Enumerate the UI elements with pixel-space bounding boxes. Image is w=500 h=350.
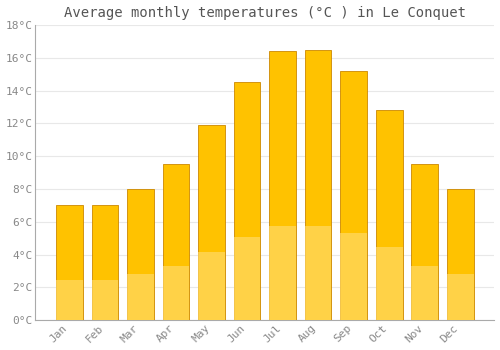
Bar bbox=[376, 110, 402, 320]
Bar bbox=[305, 225, 332, 320]
Bar bbox=[163, 266, 190, 320]
Bar bbox=[234, 82, 260, 320]
Bar bbox=[198, 252, 225, 320]
Bar bbox=[270, 226, 296, 320]
Bar bbox=[56, 205, 83, 320]
Bar bbox=[376, 247, 402, 320]
Bar bbox=[198, 125, 225, 320]
Bar bbox=[340, 233, 367, 320]
Bar bbox=[412, 266, 438, 320]
Bar bbox=[92, 205, 118, 320]
Bar bbox=[270, 51, 296, 320]
Bar bbox=[447, 189, 473, 320]
Bar bbox=[56, 280, 83, 320]
Bar bbox=[340, 71, 367, 320]
Bar bbox=[127, 274, 154, 320]
Bar bbox=[305, 49, 332, 320]
Bar bbox=[447, 274, 473, 320]
Bar bbox=[234, 237, 260, 320]
Bar bbox=[127, 189, 154, 320]
Title: Average monthly temperatures (°C ) in Le Conquet: Average monthly temperatures (°C ) in Le… bbox=[64, 6, 466, 20]
Bar bbox=[163, 164, 190, 320]
Bar bbox=[412, 164, 438, 320]
Bar bbox=[92, 280, 118, 320]
